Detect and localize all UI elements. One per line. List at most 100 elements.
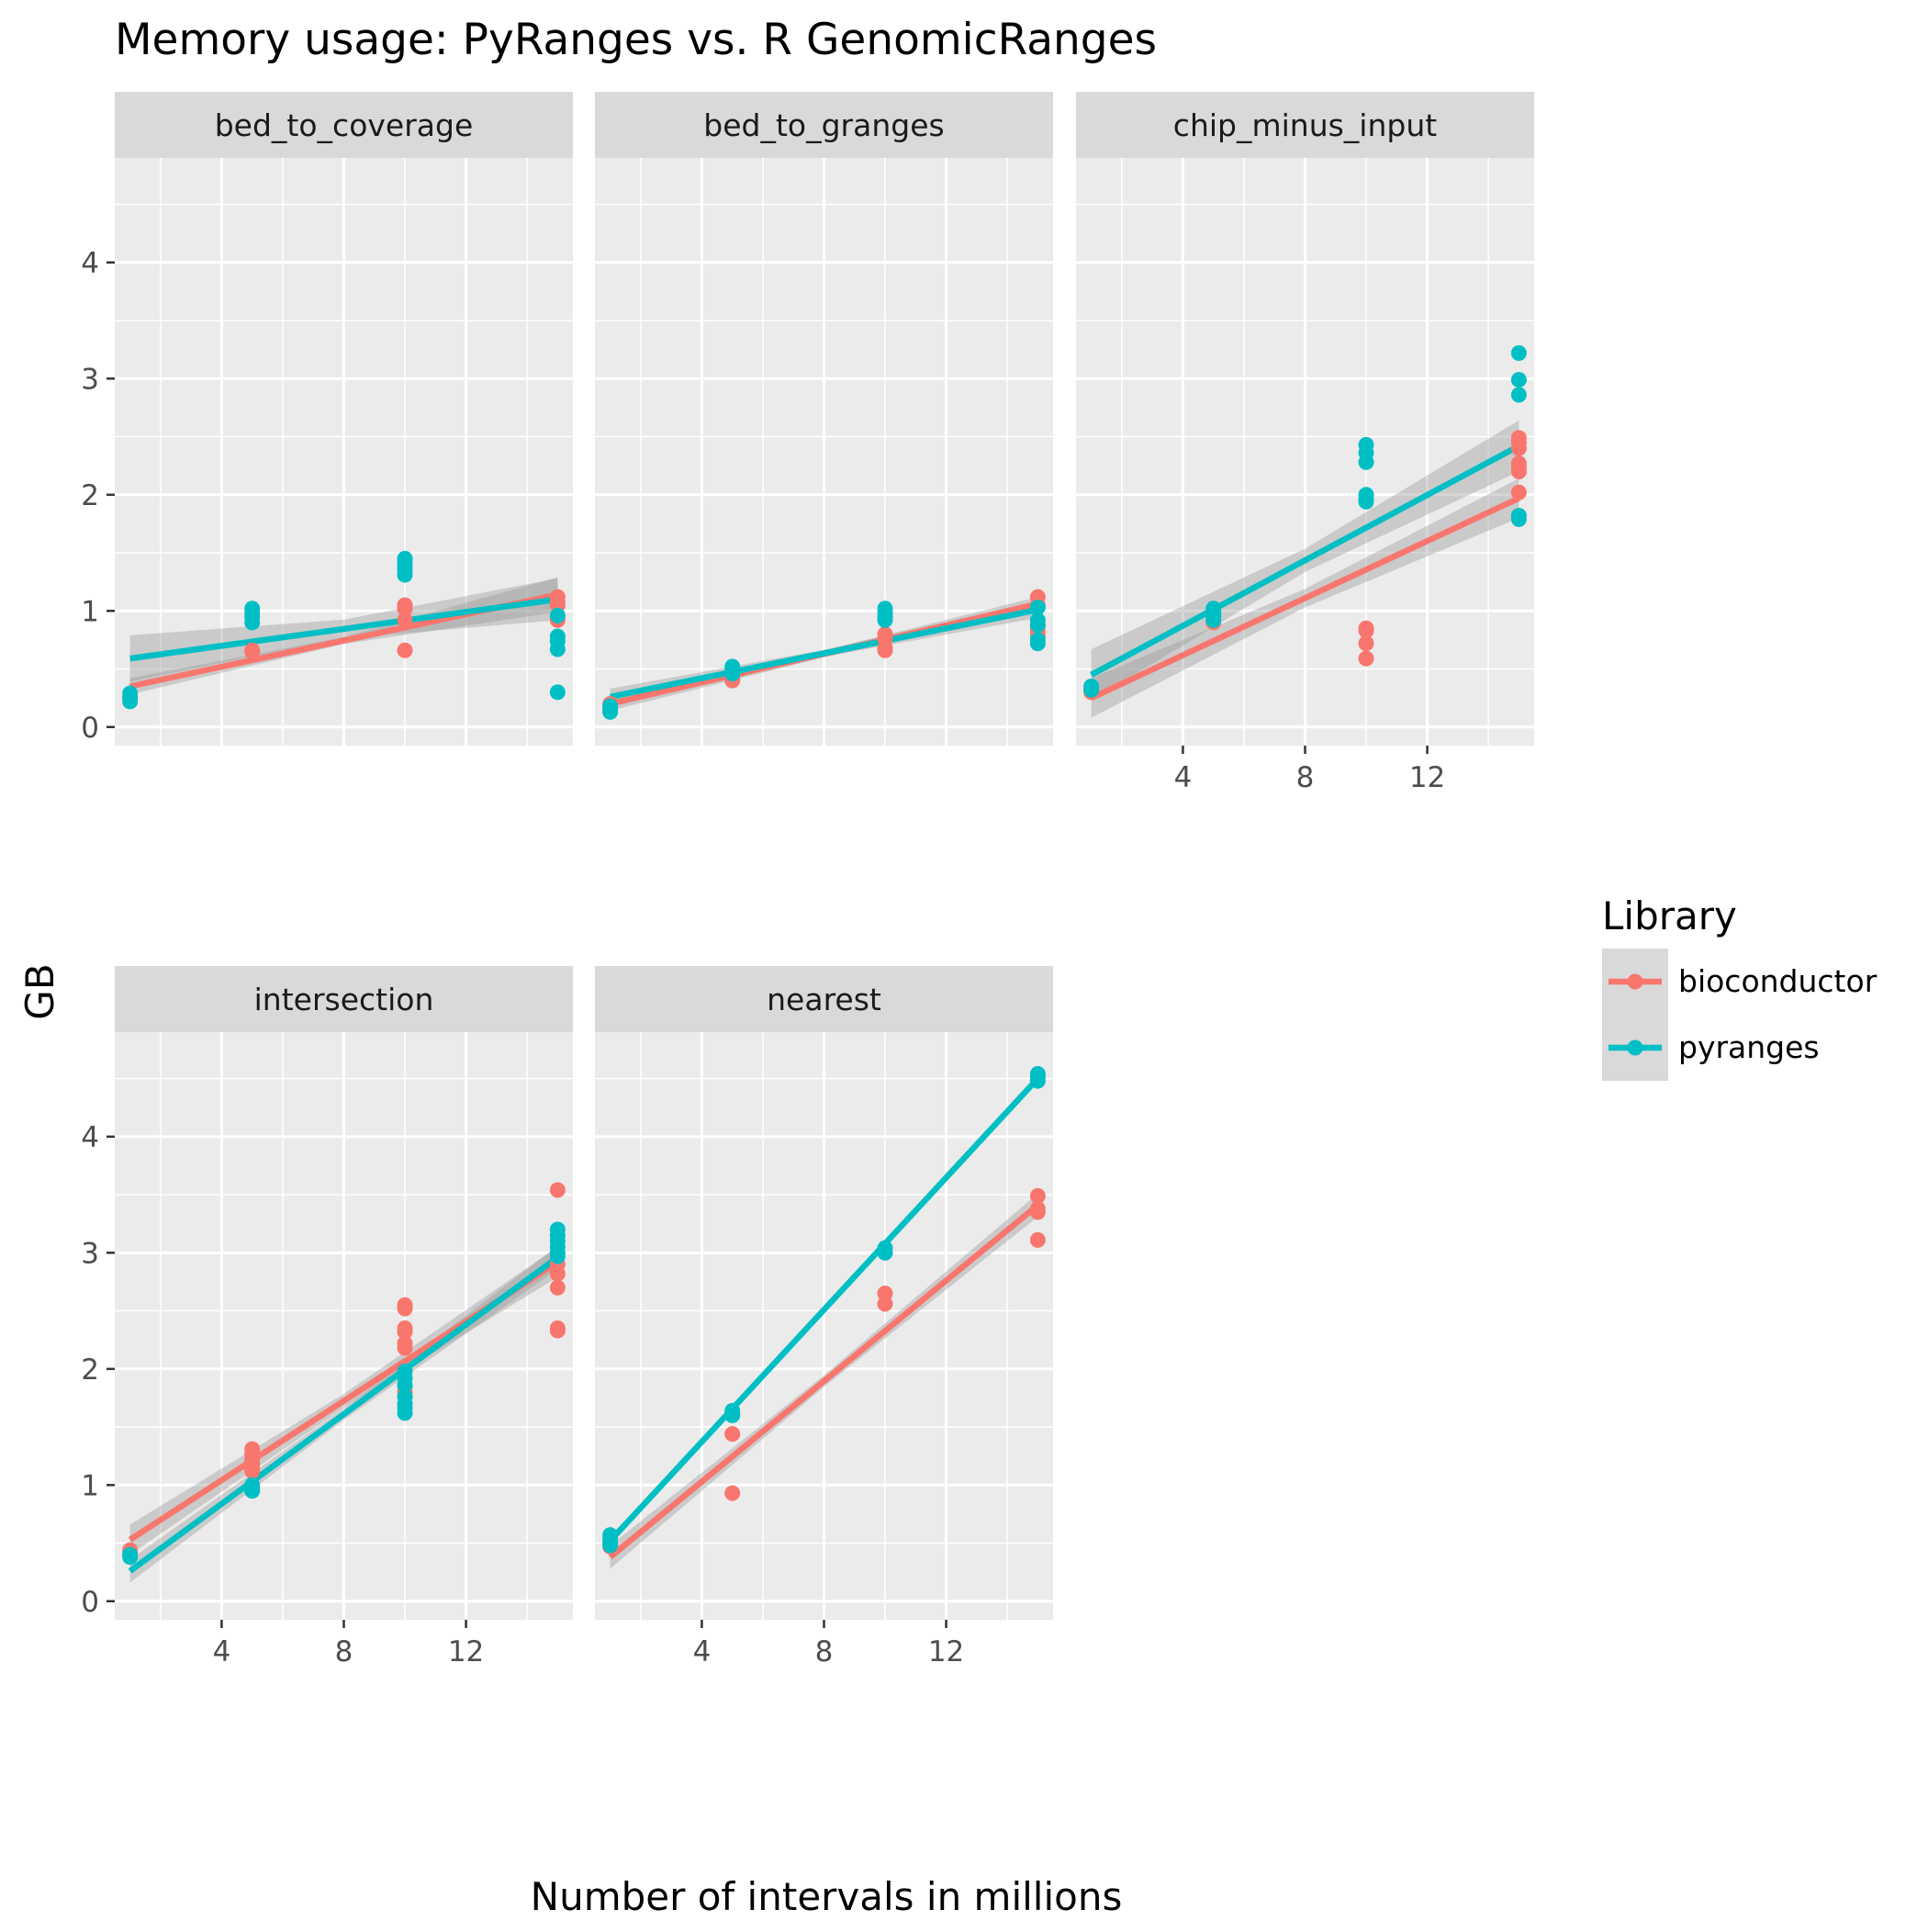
data-point-bioconductor <box>1029 1231 1046 1248</box>
data-point-pyranges <box>397 1377 413 1394</box>
legend-key-point <box>1627 973 1643 990</box>
fit-line-pyranges <box>1090 443 1520 678</box>
data-point-pyranges <box>397 1405 413 1421</box>
data-point-bioconductor <box>1358 635 1374 652</box>
data-point-pyranges <box>602 1537 619 1554</box>
fit-line-pyranges <box>129 596 558 662</box>
data-point-bioconductor <box>397 1300 413 1317</box>
data-point-bioconductor <box>877 642 893 658</box>
x-tick-label: 12 <box>928 1635 964 1668</box>
data-point-bioconductor <box>397 642 413 658</box>
legend-label: bioconductor <box>1678 963 1878 999</box>
x-tick-label: 8 <box>335 1635 353 1668</box>
data-point-pyranges <box>1029 616 1046 633</box>
data-point-bioconductor <box>244 1463 261 1479</box>
data-point-pyranges <box>1510 344 1527 361</box>
y-tick-label: 0 <box>81 1586 99 1619</box>
y-tick-label: 1 <box>81 1469 99 1502</box>
legend-key-point <box>1627 1039 1643 1056</box>
data-point-pyranges <box>549 684 566 701</box>
facet-strip-label: nearest <box>767 982 881 1017</box>
data-point-bioconductor <box>1510 464 1527 480</box>
data-point-bioconductor <box>724 1426 741 1443</box>
data-point-pyranges <box>122 1549 139 1566</box>
data-point-bioconductor <box>549 1279 566 1296</box>
data-point-pyranges <box>1205 612 1222 628</box>
data-point-pyranges <box>397 567 413 583</box>
data-point-pyranges <box>549 607 566 623</box>
y-tick-label: 2 <box>81 1354 99 1387</box>
data-point-bioconductor <box>1510 440 1527 456</box>
legend: bioconductor pyranges <box>1602 949 1878 1081</box>
data-point-pyranges <box>244 1483 261 1500</box>
data-point-pyranges <box>244 614 261 631</box>
y-tick-label: 2 <box>81 479 99 512</box>
x-tick-label: 12 <box>1409 761 1445 794</box>
data-point-pyranges <box>1358 454 1374 470</box>
data-point-bioconductor <box>397 1340 413 1356</box>
x-tick-label: 8 <box>1296 761 1315 794</box>
y-tick-label: 3 <box>81 1237 99 1270</box>
data-point-pyranges <box>877 612 893 628</box>
chart-title: Memory usage: PyRanges vs. R GenomicRang… <box>115 15 1157 65</box>
x-tick-label: 8 <box>815 1635 834 1668</box>
data-point-pyranges <box>877 1244 893 1261</box>
data-point-bioconductor <box>1358 650 1374 667</box>
data-point-bioconductor <box>397 612 413 628</box>
y-tick-label: 0 <box>81 712 99 745</box>
fit-line-bioconductor <box>1090 495 1520 702</box>
legend-entry-bioconductor: bioconductor <box>1602 949 1878 1015</box>
data-point-pyranges <box>1510 372 1527 388</box>
facet-strip <box>595 92 1053 158</box>
data-point-bioconductor <box>549 1322 566 1339</box>
facet-strip <box>115 966 573 1032</box>
facet-strip-label: bed_to_coverage <box>215 107 474 143</box>
data-point-pyranges <box>1083 681 1100 698</box>
facet-strip <box>115 92 573 158</box>
data-point-bioconductor <box>1510 484 1527 500</box>
data-point-pyranges <box>1358 493 1374 510</box>
data-point-bioconductor <box>549 1182 566 1198</box>
data-point-pyranges <box>724 1407 741 1423</box>
data-point-pyranges <box>1029 1073 1046 1089</box>
fit-line-bioconductor <box>608 1202 1040 1560</box>
facet-panel-nearest: nearest 4 8 12 <box>595 966 1053 1668</box>
data-point-pyranges <box>724 666 741 682</box>
data-point-pyranges <box>1029 635 1046 652</box>
data-point-pyranges <box>549 1248 566 1264</box>
y-tick-label: 4 <box>81 247 99 280</box>
legend-label: pyranges <box>1678 1029 1820 1065</box>
y-tick-label: 3 <box>81 363 99 396</box>
facet-panel-bed_to_granges: bed_to_granges <box>595 92 1053 746</box>
facet-strip-label: intersection <box>254 982 434 1017</box>
data-point-pyranges <box>549 641 566 657</box>
y-tick-label: 4 <box>81 1121 99 1154</box>
x-tick-label: 4 <box>1174 761 1193 794</box>
facet-strip <box>595 966 1053 1032</box>
data-point-bioconductor <box>1029 1204 1046 1220</box>
fit-line-pyranges <box>609 606 1039 701</box>
fit-line-pyranges <box>608 1076 1040 1544</box>
data-point-bioconductor <box>549 1265 566 1282</box>
data-point-pyranges <box>1510 511 1527 527</box>
data-point-bioconductor <box>397 601 413 617</box>
y-tick-label: 1 <box>81 595 99 628</box>
y-axis-label: GB <box>17 963 62 1019</box>
data-point-pyranges <box>1029 599 1046 615</box>
facet-strip-label: bed_to_granges <box>703 107 944 143</box>
legend-entry-pyranges: pyranges <box>1602 1015 1820 1081</box>
data-point-bioconductor <box>724 1485 741 1501</box>
facet-strip-label: chip_minus_input <box>1173 107 1437 143</box>
x-axis-label: Number of intervals in millions <box>531 1874 1123 1919</box>
facet-panel-chip_minus_input: chip_minus_input 4 8 12 <box>1076 92 1534 794</box>
data-point-pyranges <box>1510 387 1527 403</box>
legend-title: Library <box>1602 893 1737 938</box>
facet-strip <box>1076 92 1534 158</box>
data-point-bioconductor <box>397 1323 413 1340</box>
facet-panel-bed_to_coverage: bed_to_coverage 0 1 2 3 4 <box>81 92 573 746</box>
x-tick-label: 4 <box>693 1635 712 1668</box>
